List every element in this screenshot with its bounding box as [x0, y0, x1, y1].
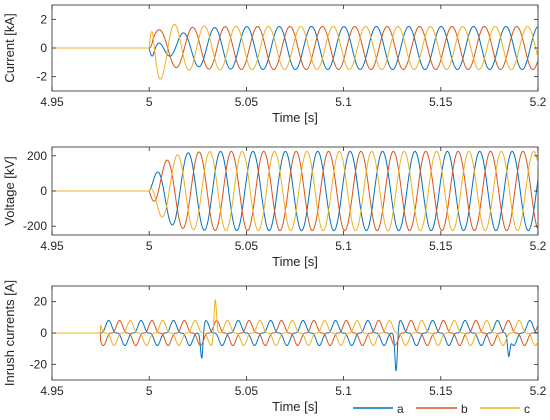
- y-tick-label: -200: [23, 219, 47, 233]
- x-tick-label: 5.2: [530, 95, 547, 109]
- y-tick-label: 0: [40, 41, 47, 55]
- y-axis-label: Current [kA]: [2, 13, 17, 82]
- x-tick-label: 5.1: [335, 95, 352, 109]
- series-line-b: [52, 319, 538, 347]
- y-tick-label: 2: [40, 12, 47, 26]
- x-axis-label: Time [s]: [272, 254, 318, 269]
- x-tick-label: 5.15: [429, 239, 453, 253]
- inrush-currents-panel: 4.95 5 5.05 5.1 5.15 5.2 -20 0 20 Time [s] Inrush …: [2, 280, 547, 414]
- y-axis-label: Voltage [kV]: [2, 156, 17, 225]
- x-tick-label: 5: [146, 239, 153, 253]
- series-line-c: [52, 298, 538, 347]
- y-tick-label: 0: [40, 184, 47, 198]
- x-tick-label: 5.15: [429, 95, 453, 109]
- x-axis-label: Time [s]: [272, 110, 318, 125]
- x-tick-label: 5.15: [429, 384, 453, 398]
- x-tick-label: 4.95: [40, 239, 64, 253]
- legend-label-a: a: [397, 402, 404, 416]
- x-tick-label: 4.95: [40, 384, 64, 398]
- x-tick-label: 5.1: [335, 384, 352, 398]
- series-line-a: [52, 319, 538, 372]
- x-tick-label: 5.05: [235, 239, 259, 253]
- voltage-panel: 4.95 5 5.05 5.1 5.15 5.2 -200 0 200 Time [s] Volta…: [2, 146, 547, 269]
- x-tick-label: 5.1: [335, 239, 352, 253]
- legend: a b c: [353, 402, 530, 416]
- x-axis-label: Time [s]: [272, 399, 318, 414]
- y-tick-label: 20: [34, 295, 48, 309]
- x-tick-label: 5.05: [235, 95, 259, 109]
- y-tick-label: 0: [40, 326, 47, 340]
- y-tick-label: -2: [36, 70, 47, 84]
- x-tick-label: 5: [146, 95, 153, 109]
- y-tick-label: 200: [27, 149, 47, 163]
- x-tick-label: 5: [146, 384, 153, 398]
- series-line-c: [52, 150, 538, 232]
- legend-label-b: b: [461, 402, 468, 416]
- x-tick-label: 5.05: [235, 384, 259, 398]
- x-tick-label: 5.2: [530, 239, 547, 253]
- y-tick-label: -20: [30, 357, 48, 371]
- series-line-c: [52, 23, 538, 80]
- y-axis-label: Inrush currents [A]: [2, 280, 17, 386]
- current-panel: 4.95 5 5.05 5.1 5.15 5.2 -2 0 2 Time [s] Current […: [2, 4, 547, 125]
- x-tick-label: 5.2: [530, 384, 547, 398]
- legend-label-c: c: [524, 402, 530, 416]
- x-tick-label: 4.95: [40, 95, 64, 109]
